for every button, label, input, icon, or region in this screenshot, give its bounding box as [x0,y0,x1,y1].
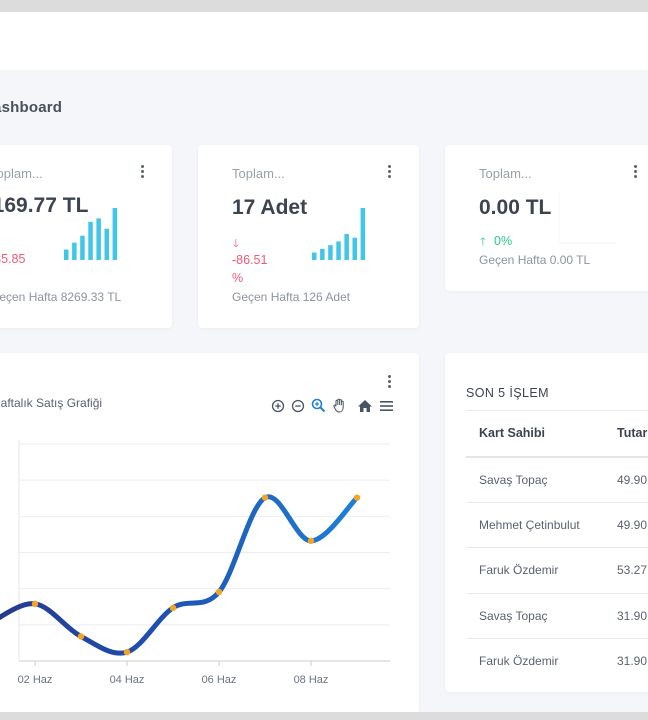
stat-previous-week: Geçen Hafta 8269.33 TL [0,290,122,304]
row-divider [466,502,648,503]
stat-previous-week: Geçen Hafta 0.00 TL [479,253,591,267]
stat-label: Toplam... [479,166,532,181]
data-point[interactable] [261,494,269,501]
sparkline-bar [312,252,317,260]
top-navbar [0,12,648,70]
sales-series-line [0,494,360,656]
stat-change: -86.51 [232,253,268,267]
x-tick-label: 04 Haz [110,674,145,686]
row-divider [466,593,648,594]
sparkline-bar [336,241,341,260]
sparkline-bar [104,228,109,260]
data-point[interactable] [307,537,315,545]
menu-icon[interactable] [379,399,394,413]
app-frame: Dashboard Toplam... 5169.77 TL -35.85 Ge… [0,12,648,712]
x-tick-label: 02 Haz [18,674,53,686]
last-transactions-card: SON 5 İŞLEM Kart Sahibi Tutar Savaş Topa… [445,353,648,692]
row-divider [466,547,648,548]
data-point[interactable] [215,588,223,596]
weekly-sales-line-chart: 02 Haz 04 Haz 06 Haz 08 Haz [0,440,390,686]
sparkline-bar [72,242,77,260]
data-point[interactable] [353,494,361,501]
data-point[interactable] [31,600,39,608]
zoom-in-icon[interactable] [271,399,285,413]
data-point[interactable] [169,604,177,611]
zoom-out-icon[interactable] [291,399,305,413]
x-tick-label: 08 Haz [294,674,329,686]
amount-cell: 49.90 [617,473,648,487]
section-title: SON 5 İŞLEM [466,386,549,400]
card-holder-cell: Faruk Özdemir [479,563,559,577]
stat-value: 0.00 TL [479,196,552,219]
sparkline-bar [96,218,101,260]
home-icon[interactable] [357,399,373,413]
stat-previous-week: Geçen Hafta 126 Adet [232,290,351,304]
selection-zoom-icon[interactable] [311,398,326,413]
row-divider [466,638,648,639]
stat-change-unit: % [232,271,244,285]
sparkline-bar [360,208,366,260]
sparkline-chart [64,208,118,260]
sparkline-bar [88,221,93,260]
stat-label: Toplam... [232,166,285,181]
sparkline-bar [320,248,325,260]
card-holder-cell: Faruk Özdemir [479,654,559,668]
sparkline-chart [312,208,366,260]
more-options-icon[interactable] [627,163,643,179]
card-holder-cell: Mehmet Çetinbulut [479,518,580,532]
stat-value: 5169.77 TL [0,194,89,217]
sparkline-bar [352,237,357,260]
column-header-card-holder: Kart Sahibi [479,426,545,440]
divider [466,410,648,411]
arrow-down-icon: 🡓 [233,238,239,250]
sparkline-bar [64,249,69,260]
arrow-up-icon: 🡑 [480,236,486,248]
sparkline-chart [559,191,615,244]
amount-cell: 31.90 [617,609,648,623]
weekly-sales-card: Haftalık Satış Grafiği 02 Haz 04 Haz 06 Ha… [0,353,419,712]
stat-card-count: Toplam... 17 Adet 🡓 -86.51 % Geçen Hafta… [198,145,419,328]
more-options-icon[interactable] [381,163,397,179]
amount-cell: 53.27 [617,563,648,577]
page-title: Dashboard [0,99,63,116]
chart-title: Haftalık Satış Grafiği [0,396,103,410]
stat-change: -35.85 [0,252,26,266]
amount-cell: 31.90 [617,654,648,668]
stat-value: 17 Adet [232,196,308,219]
more-options-icon[interactable] [134,163,150,179]
x-tick-label: 06 Haz [202,674,237,686]
sparkline-bar [328,245,333,260]
stat-label: Toplam... [0,166,43,181]
stat-card-total: Toplam... 0.00 TL 🡑 0% Geçen Hafta 0.00 … [445,145,648,291]
card-holder-cell: Savaş Topaç [479,473,548,487]
sparkline-bar [112,208,118,260]
amount-cell: 49.90 [617,518,648,532]
sparkline-bar [344,234,349,260]
data-point[interactable] [123,648,131,656]
data-point[interactable] [77,633,85,640]
pan-hand-icon[interactable] [332,398,347,413]
stat-change: 0% [494,234,513,248]
chart-toolbar [271,398,394,413]
card-holder-cell: Savaş Topaç [479,609,548,623]
more-options-icon[interactable] [381,373,397,389]
stat-card-revenue: Toplam... 5169.77 TL -35.85 Geçen Hafta … [0,145,172,328]
column-header-amount: Tutar [617,426,648,440]
sparkline-bar [80,235,85,260]
divider [466,456,648,458]
